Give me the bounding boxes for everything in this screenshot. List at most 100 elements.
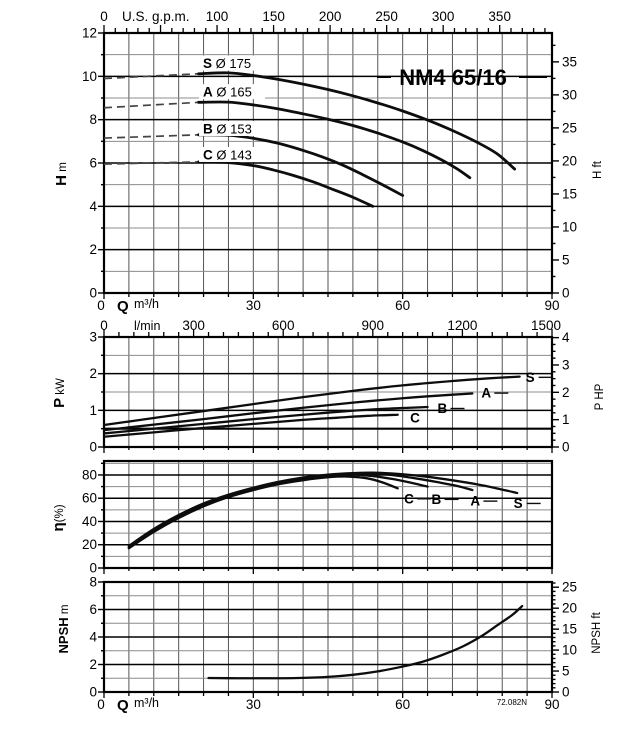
y-left-tick-label: 10 [82, 69, 97, 84]
series-label-S: S [526, 370, 535, 385]
curve-efficiency_vs_flow-S [127, 471, 519, 548]
x-top-tick-label: 250 [375, 9, 398, 24]
y-right-tick-label: 25 [562, 120, 577, 135]
y-left-tick-label: 6 [89, 156, 97, 171]
y-right-tick-label: 5 [562, 252, 570, 267]
curve-power_vs_flow-S [102, 375, 521, 427]
y-right-tick-label: 3 [562, 357, 570, 372]
series-label-A: A [481, 386, 491, 401]
y-left-tick-label: 8 [89, 575, 97, 590]
x-top-tick-label: 300 [432, 9, 455, 24]
x-top-tick-label: 600 [272, 318, 295, 333]
y-right-tick-label: 0 [562, 286, 570, 301]
x-top-tick-label: 150 [262, 9, 285, 24]
chart-efficiency_vs_flow: 0 20 40 60 80 η(%) C B A S [50, 459, 554, 576]
series-label-C: C Ø 143 [203, 147, 252, 162]
y-right-tick-label: 0 [562, 440, 570, 455]
curve-power_vs_flow-A [102, 392, 474, 432]
y-right-tick-label: 15 [562, 186, 577, 201]
y-right-tick-label: 2 [562, 385, 570, 400]
curve-head_vs_flow-S [197, 71, 517, 171]
y-right-tick-label: 35 [562, 54, 577, 69]
y-left-tick-label: 20 [82, 537, 97, 552]
x-top-tick-label: 1200 [447, 318, 477, 333]
x-top-tick-label: 100 [206, 9, 229, 24]
x-bottom-tick-label: 0 [97, 298, 105, 313]
x-bottom-tick-label: 0 [97, 697, 105, 712]
y-left-tick-label: 0 [89, 286, 97, 301]
y-left-tick-label: 2 [89, 366, 97, 381]
chart-npsh_vs_flow: 0 2 4 6 8 NPSH m 0 5 10 15 20 25 NPSH ft 0 30 60 90 Q m³/h… [56, 575, 603, 715]
x-top-tick-label: 0 [100, 9, 108, 24]
x-top-tick-label: 1500 [531, 318, 561, 333]
y-left-tick-label: 0 [89, 440, 97, 455]
y-right-tick-label: 20 [562, 601, 577, 616]
series-label-B: B Ø 153 [203, 121, 252, 136]
series-label-A: A Ø 165 [203, 85, 252, 100]
y-left-axis-title: H m [53, 162, 70, 186]
series-label-S: S Ø 175 [203, 56, 251, 71]
y-right-tick-label: 1 [562, 412, 570, 427]
series-label-B: B [432, 492, 442, 507]
curve-lead-dashed-S [103, 72, 199, 80]
y-left-tick-label: 4 [89, 630, 97, 645]
y-left-tick-label: 12 [82, 26, 97, 41]
y-left-tick-label: 4 [89, 199, 97, 214]
x-top-axis-title: l/min [134, 319, 160, 333]
series-label-box [199, 146, 266, 162]
x-top-tick-label: 300 [182, 318, 205, 333]
y-right-tick-label: 20 [562, 153, 577, 168]
chart-power_vs_flow: 0 1 2 3 P kW 0 1 2 3 4 P HP 0 300 600 900 1200 1500 l/min… [51, 318, 606, 455]
chart-head_vs_flow: 0 2 4 6 8 10 12 H m 0 5 10 15 20 25 30 35 H ft 0 100 150 200… [53, 9, 604, 315]
y-left-axis-title: η(%) [50, 504, 67, 531]
y-left-axis-title: NPSH m [56, 605, 71, 654]
x-bottom-tick-label: 90 [544, 697, 559, 712]
y-left-tick-label: 0 [89, 685, 97, 700]
y-left-tick-label: 6 [89, 602, 97, 617]
series-label-S: S [514, 496, 523, 511]
x-bottom-tick-label: 60 [395, 697, 410, 712]
x-axis-unit: m³/h [134, 696, 159, 710]
x-bottom-tick-label: 90 [544, 298, 559, 313]
y-left-tick-label: 60 [82, 491, 97, 506]
curve-power_vs_flow-B [102, 405, 429, 435]
x-top-tick-label: 350 [488, 9, 511, 24]
curve-head_vs_flow-A [197, 100, 472, 180]
y-right-axis-title: H ft [592, 160, 604, 179]
chart-title: NM4 65/16 [399, 65, 507, 90]
y-left-axis-title: P kW [51, 378, 68, 408]
y-left-tick-label: 2 [89, 242, 97, 257]
y-right-tick-label: 15 [562, 622, 577, 637]
y-left-tick-label: 3 [89, 330, 97, 345]
series-label-box [199, 120, 266, 136]
curve-lead-dashed-B [103, 133, 199, 139]
curve-power_vs_flow-C [102, 413, 399, 438]
y-left-tick-label: 0 [89, 561, 97, 576]
y-left-tick-label: 80 [82, 467, 97, 482]
curve-head_vs_flow-B [197, 133, 405, 197]
curve-lead-dashed-C [103, 161, 199, 165]
figure-code: 72.082N [497, 698, 527, 707]
y-right-tick-label: 25 [562, 580, 577, 595]
y-right-tick-label: 10 [562, 219, 577, 234]
x-bottom-tick-label: 60 [395, 298, 410, 313]
y-right-tick-label: 10 [562, 643, 577, 658]
y-right-tick-label: 5 [562, 664, 570, 679]
y-right-axis-title: P HP [594, 383, 606, 410]
series-label-box [199, 55, 266, 71]
x-axis-title: Q [117, 298, 129, 315]
x-bottom-tick-label: 30 [246, 298, 261, 313]
series-label-C: C [410, 411, 420, 426]
y-left-tick-label: 2 [89, 657, 97, 672]
curve-head_vs_flow-C [197, 160, 375, 208]
y-right-tick-label: 30 [562, 87, 577, 102]
y-right-tick-label: 0 [562, 685, 570, 700]
x-top-axis-title: U.S. g.p.m. [122, 9, 190, 24]
series-label-box [199, 84, 266, 100]
x-top-tick-label: 200 [319, 9, 342, 24]
x-axis-unit: m³/h [134, 297, 159, 311]
series-label-B: B [438, 401, 448, 416]
series-label-C: C [404, 491, 414, 506]
